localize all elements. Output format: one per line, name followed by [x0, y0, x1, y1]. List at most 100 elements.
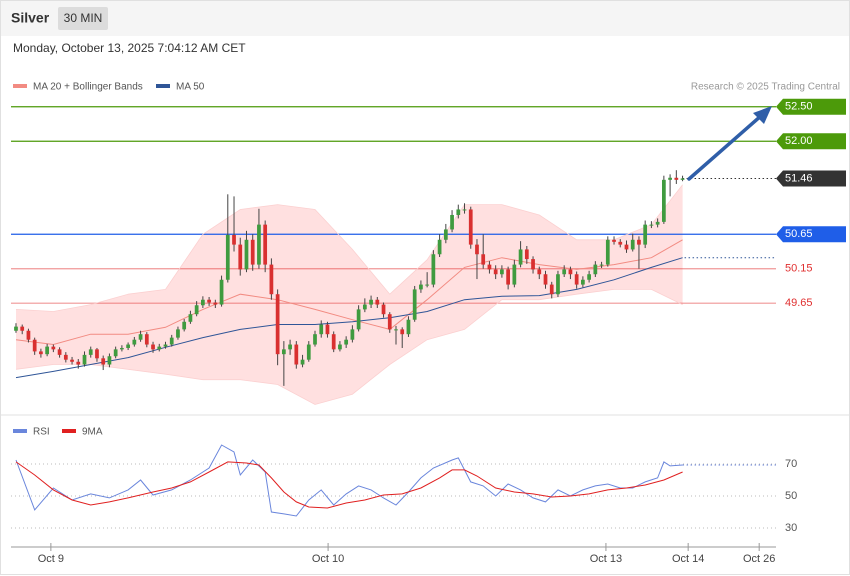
legend-label: MA 50: [176, 82, 205, 93]
candle-body: [26, 330, 31, 340]
candle-body: [344, 339, 349, 345]
candle-body: [556, 274, 560, 295]
candle-body: [381, 304, 386, 315]
candle-body: [263, 224, 268, 265]
rsi-tick-label: 70: [785, 458, 797, 470]
candle-body: [281, 349, 286, 355]
level-label: 50.65: [785, 228, 813, 240]
candle-body: [456, 209, 461, 215]
candle-body: [244, 239, 249, 270]
candle-body: [107, 356, 112, 365]
level-label: 51.46: [785, 172, 813, 184]
candle-body: [450, 214, 454, 230]
level-tag: [776, 98, 846, 115]
candle-body: [213, 302, 218, 305]
legend-swatch: [62, 429, 76, 433]
candle-body: [169, 337, 174, 345]
candle-body: [493, 269, 498, 275]
candle-body: [207, 299, 211, 303]
candle-body: [294, 344, 299, 365]
plot: 52.50 52.00 51.46 50.65 50.15 49.65 Oct 9 Oct 1…: [11, 98, 846, 565]
candle-body: [57, 349, 62, 355]
candle-body: [630, 239, 635, 250]
candle-body: [319, 324, 324, 335]
candle-body: [587, 274, 591, 280]
candle-body: [375, 299, 380, 305]
candle-body: [201, 299, 205, 306]
candle-body: [350, 329, 355, 340]
interval: 30 MIN: [64, 11, 103, 25]
candle-body: [431, 254, 436, 285]
band-upper: [15, 184, 683, 312]
candle-body: [14, 326, 18, 331]
level-label: 49.65: [785, 297, 813, 309]
candle-body: [524, 249, 529, 260]
source: Research © 2025 Trading Central: [691, 82, 840, 93]
candle-body: [225, 234, 230, 280]
candle-body: [269, 264, 274, 295]
legend-label: 9MA: [82, 427, 103, 438]
candle-body: [531, 259, 535, 270]
candle-body: [157, 346, 162, 350]
level-label: 52.50: [785, 101, 813, 113]
candle-body: [275, 294, 280, 355]
candle-body: [63, 354, 68, 360]
candle-body: [406, 319, 411, 335]
candle-body: [306, 344, 311, 360]
header-bar: [1, 1, 849, 36]
candle-body: [487, 264, 492, 270]
candle-body: [599, 264, 604, 266]
level-tag: [776, 226, 846, 243]
candle-body: [394, 329, 398, 331]
candle-body: [543, 274, 548, 285]
x-tick-label: Oct 26: [743, 553, 775, 565]
legend-label: MA 20 + Bollinger Bands: [33, 82, 143, 93]
candle-body: [437, 239, 442, 255]
candle-body: [232, 234, 236, 245]
legend-swatch: [156, 84, 170, 88]
candle-body: [313, 334, 317, 345]
candle-body: [126, 344, 130, 348]
candle-body: [362, 304, 367, 310]
bollinger-band: [16, 184, 683, 405]
candle-body: [39, 351, 43, 355]
candle-body: [151, 344, 155, 350]
candle-body: [649, 224, 654, 226]
ma20-line: [15, 239, 683, 346]
forecast-arrow: [687, 113, 764, 181]
candle-body: [144, 334, 149, 345]
legend-label: RSI: [33, 427, 50, 438]
candle-body: [624, 244, 629, 250]
candle-body: [182, 321, 187, 330]
candle-body: [506, 269, 510, 285]
interval-badge: [58, 7, 108, 30]
candle-body: [369, 299, 373, 305]
candle-body: [219, 279, 224, 305]
candle-body: [593, 264, 598, 275]
rsi-ma-line: [15, 461, 683, 509]
candle-body: [668, 177, 672, 180]
x-tick-label: Oct 9: [38, 553, 64, 565]
candle-body: [45, 346, 50, 355]
candle-body: [419, 284, 423, 290]
candle-body: [325, 324, 330, 335]
level-label: 52.00: [785, 135, 813, 147]
candle-body: [132, 339, 137, 345]
candle-body: [637, 239, 641, 245]
candle-body: [518, 249, 523, 265]
candle-body: [400, 329, 405, 335]
candle-body: [20, 326, 25, 331]
candle-body: [581, 279, 585, 285]
candle-body: [500, 269, 504, 275]
candle-body: [176, 329, 180, 338]
candle-body: [101, 358, 106, 365]
candle-body: [674, 177, 679, 180]
level-tag: [776, 133, 846, 150]
arrow-head: [753, 106, 772, 124]
band-lower: [15, 288, 683, 405]
candle-body: [51, 346, 56, 350]
candle-body: [618, 241, 623, 245]
candle-body: [194, 305, 199, 315]
candle-body: [612, 239, 616, 242]
candle-body: [300, 359, 305, 365]
